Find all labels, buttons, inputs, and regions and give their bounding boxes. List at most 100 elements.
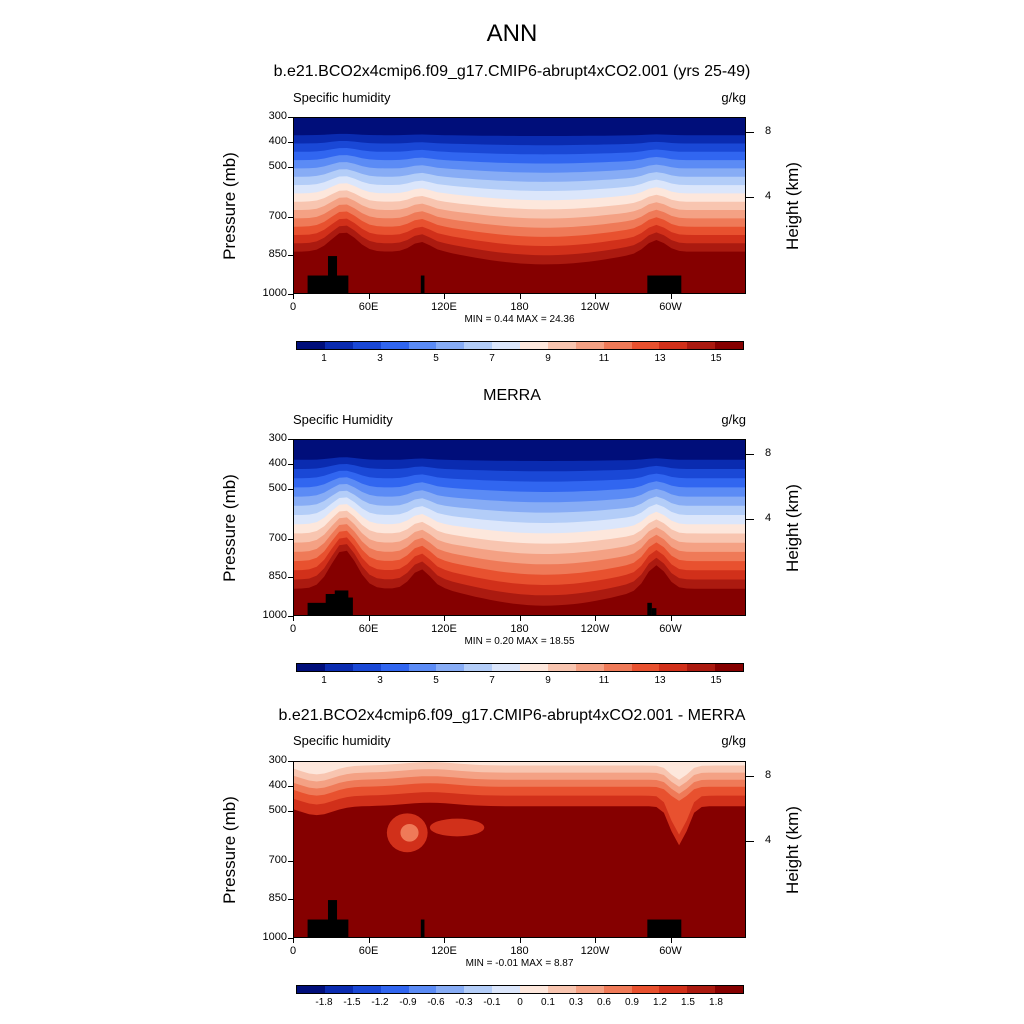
y-tick-label: 850 bbox=[268, 247, 287, 260]
colorbar-swatch bbox=[297, 664, 325, 671]
colorbar-swatch bbox=[687, 986, 716, 993]
colorbar-tick-label: 15 bbox=[710, 353, 722, 364]
units-label: g/kg bbox=[721, 90, 746, 105]
x-tick-label: 60E bbox=[358, 945, 379, 957]
colorbar-swatch bbox=[575, 986, 604, 993]
topography-mask-2 bbox=[420, 919, 425, 937]
y-tick-label: 700 bbox=[268, 210, 287, 222]
colorbar-swatch bbox=[297, 986, 325, 993]
colorbar-swatch bbox=[352, 664, 381, 671]
y-tick-label: 700 bbox=[268, 854, 287, 866]
colorbar-swatch bbox=[631, 664, 660, 671]
x-tick-mark bbox=[595, 294, 596, 299]
contour-field-1 bbox=[294, 440, 745, 615]
height-tick-mark bbox=[746, 841, 754, 842]
colorbar-tick-label: 13 bbox=[654, 675, 666, 686]
main-title: ANN bbox=[486, 20, 538, 47]
x-tick-label: 60E bbox=[358, 301, 379, 313]
colorbar-tick-label: 3 bbox=[377, 675, 383, 686]
x-tick-label: 60W bbox=[659, 623, 682, 635]
colorbar-tick-label: 0 bbox=[517, 997, 523, 1008]
colorbar-swatch bbox=[631, 342, 660, 349]
y-tick-mark bbox=[288, 488, 293, 490]
colorbar-swatch bbox=[492, 986, 520, 993]
colorbar-swatch bbox=[520, 664, 548, 671]
height-tick-mark bbox=[746, 776, 754, 778]
y-tick-label: 1000 bbox=[262, 931, 287, 943]
y-tick-label: 400 bbox=[268, 778, 287, 791]
y-tick-mark bbox=[288, 217, 293, 218]
y-tick-mark bbox=[288, 810, 293, 812]
y-axis-title: Pressure (mb) bbox=[220, 473, 239, 582]
topography-mask-5 bbox=[651, 608, 657, 615]
y-tick-label: 500 bbox=[268, 159, 287, 172]
y2-axis-title: Height (km) bbox=[783, 805, 802, 894]
y-tick-label: 400 bbox=[268, 134, 287, 147]
y-tick-label: 850 bbox=[268, 569, 287, 582]
x-tick-mark bbox=[670, 616, 672, 621]
x-tick-label: 180 bbox=[510, 945, 529, 957]
colorbar-swatch bbox=[380, 664, 409, 671]
panel-title-1: MERRA bbox=[483, 387, 541, 404]
y-tick-mark bbox=[288, 166, 293, 168]
y-tick-mark bbox=[288, 761, 293, 762]
colorbar-swatch bbox=[659, 664, 688, 671]
x-tick-label: 120E bbox=[431, 945, 457, 957]
colorbar-2 bbox=[296, 985, 744, 994]
plot-area-1 bbox=[293, 439, 746, 616]
x-tick-mark bbox=[293, 938, 294, 943]
colorbar-swatch bbox=[715, 342, 743, 349]
topography-mask-3 bbox=[647, 919, 682, 937]
topography-mask-2 bbox=[420, 275, 425, 293]
x-tick-label: 120E bbox=[431, 301, 457, 313]
colorbar-tick-label: 5 bbox=[433, 353, 439, 364]
y-tick-label: 500 bbox=[268, 803, 287, 816]
colorbar-tick-label: 1.2 bbox=[653, 997, 667, 1008]
x-tick-label: 120E bbox=[431, 623, 457, 635]
colorbar-tick-label: -1.2 bbox=[371, 997, 389, 1008]
y-tick-mark bbox=[288, 576, 293, 578]
colorbar-tick-label: 9 bbox=[545, 675, 551, 686]
x-tick-label: 0 bbox=[289, 623, 297, 635]
height-tick-label: 4 bbox=[765, 834, 772, 846]
y-tick-mark bbox=[288, 117, 293, 118]
colorbar-swatch bbox=[547, 986, 576, 993]
x-tick-mark bbox=[670, 294, 672, 299]
colorbar-swatch bbox=[492, 664, 520, 671]
min-max-label: MIN = 0.44 MAX = 24.36 bbox=[464, 314, 575, 325]
colorbar-swatch bbox=[408, 342, 437, 349]
colorbar-tick-label: -0.9 bbox=[399, 997, 417, 1008]
colorbar-swatch bbox=[715, 664, 743, 671]
x-tick-label: 180 bbox=[510, 301, 529, 313]
y-tick-mark bbox=[288, 463, 293, 465]
x-tick-mark bbox=[519, 938, 521, 943]
colorbar-swatch bbox=[603, 986, 632, 993]
colorbar-swatch bbox=[520, 986, 548, 993]
topography-mask-0 bbox=[307, 919, 349, 937]
y-tick-mark bbox=[288, 616, 293, 617]
x-tick-label: 60E bbox=[358, 623, 379, 635]
colorbar-swatch bbox=[464, 342, 493, 349]
contour-band-15 bbox=[294, 232, 745, 293]
y-tick-label: 850 bbox=[268, 891, 287, 904]
variable-label: Specific humidity bbox=[293, 733, 391, 748]
height-tick-mark bbox=[746, 519, 754, 520]
height-tick-mark bbox=[746, 132, 754, 134]
topography-mask-0 bbox=[307, 275, 349, 293]
y-tick-mark bbox=[288, 254, 293, 256]
colorbar-swatch bbox=[408, 664, 437, 671]
colorbar-tick-label: 1 bbox=[321, 675, 327, 686]
colorbar-tick-label: -0.6 bbox=[427, 997, 445, 1008]
x-tick-label: 120W bbox=[580, 623, 610, 635]
plot-area-0 bbox=[293, 117, 746, 294]
x-tick-mark bbox=[368, 616, 370, 621]
topography-mask-1 bbox=[327, 900, 338, 923]
height-tick-label: 8 bbox=[765, 125, 772, 138]
colorbar-swatch bbox=[436, 342, 465, 349]
y-axis-title: Pressure (mb) bbox=[220, 795, 239, 904]
colorbar-tick-label: 1.8 bbox=[709, 997, 723, 1008]
x-tick-mark bbox=[670, 938, 672, 943]
colorbar-swatch bbox=[380, 986, 409, 993]
topography-mask-3 bbox=[343, 597, 353, 615]
contour-band-15 bbox=[294, 550, 745, 615]
